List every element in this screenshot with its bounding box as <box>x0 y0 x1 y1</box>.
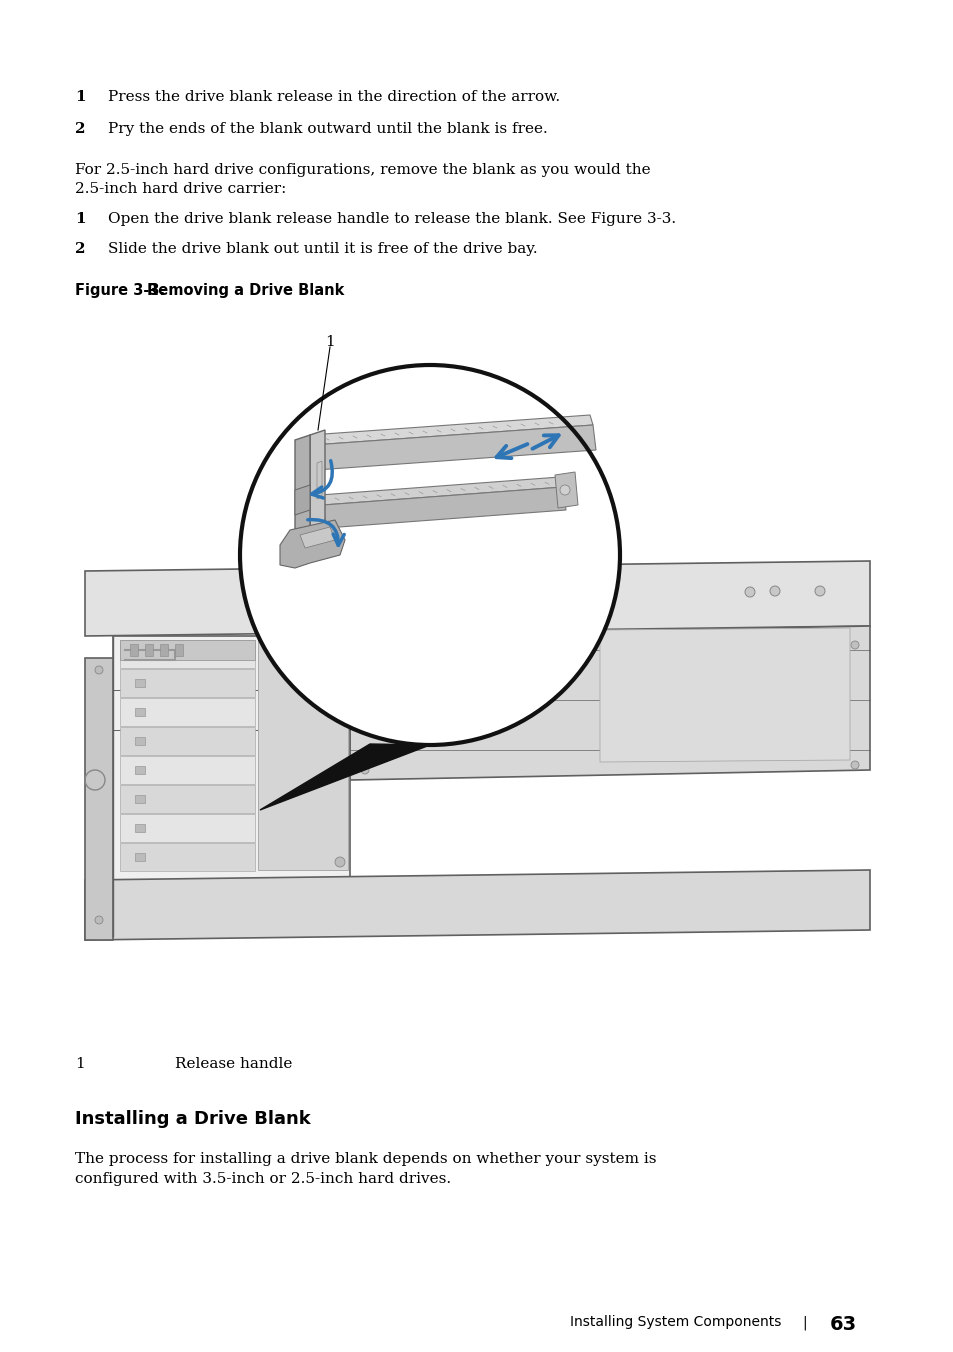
Text: Installing System Components: Installing System Components <box>569 1315 781 1329</box>
Polygon shape <box>135 823 145 831</box>
Circle shape <box>95 917 103 923</box>
Polygon shape <box>160 644 168 656</box>
Polygon shape <box>85 869 869 940</box>
Polygon shape <box>120 639 254 668</box>
Polygon shape <box>120 756 254 784</box>
Polygon shape <box>135 679 145 687</box>
Text: 1: 1 <box>75 1057 85 1071</box>
Polygon shape <box>120 844 254 871</box>
Polygon shape <box>120 669 254 698</box>
Polygon shape <box>135 708 145 717</box>
Text: 2.5-inch hard drive carrier:: 2.5-inch hard drive carrier: <box>75 183 286 196</box>
Polygon shape <box>120 698 254 726</box>
Text: Removing a Drive Blank: Removing a Drive Blank <box>147 283 344 297</box>
Polygon shape <box>350 626 869 780</box>
Polygon shape <box>257 638 348 869</box>
Polygon shape <box>260 744 430 810</box>
Polygon shape <box>135 767 145 773</box>
Text: Figure 3-3.: Figure 3-3. <box>75 283 165 297</box>
Circle shape <box>814 585 824 596</box>
Polygon shape <box>323 487 565 529</box>
Text: 1: 1 <box>75 91 86 104</box>
Polygon shape <box>135 853 145 861</box>
Text: 1: 1 <box>325 335 335 349</box>
Text: For 2.5-inch hard drive configurations, remove the blank as you would the: For 2.5-inch hard drive configurations, … <box>75 164 650 177</box>
Polygon shape <box>280 521 345 568</box>
Polygon shape <box>135 737 145 745</box>
Text: Slide the drive blank out until it is free of the drive bay.: Slide the drive blank out until it is fr… <box>108 242 537 256</box>
Polygon shape <box>316 461 322 499</box>
Circle shape <box>769 585 780 596</box>
Text: Open the drive blank release handle to release the blank. See Figure 3-3.: Open the drive blank release handle to r… <box>108 212 676 226</box>
Circle shape <box>240 365 619 745</box>
Circle shape <box>850 761 858 769</box>
Polygon shape <box>310 430 325 535</box>
Polygon shape <box>555 472 578 508</box>
Polygon shape <box>85 658 112 940</box>
Polygon shape <box>145 644 152 656</box>
Polygon shape <box>299 527 335 548</box>
Text: Installing a Drive Blank: Installing a Drive Blank <box>75 1110 311 1128</box>
Text: Pry the ends of the blank outward until the blank is free.: Pry the ends of the blank outward until … <box>108 122 547 137</box>
Polygon shape <box>174 644 183 656</box>
Circle shape <box>95 667 103 675</box>
Text: |: | <box>801 1315 806 1329</box>
Polygon shape <box>120 639 254 660</box>
Circle shape <box>744 587 754 598</box>
Polygon shape <box>130 644 138 656</box>
Text: Press the drive blank release in the direction of the arrow.: Press the drive blank release in the dir… <box>108 91 559 104</box>
Polygon shape <box>135 650 145 658</box>
Polygon shape <box>310 415 593 445</box>
Text: configured with 3.5-inch or 2.5-inch hard drives.: configured with 3.5-inch or 2.5-inch har… <box>75 1172 451 1186</box>
Circle shape <box>360 767 369 773</box>
Circle shape <box>559 485 569 495</box>
Text: 2: 2 <box>75 122 86 137</box>
Circle shape <box>360 646 369 654</box>
Polygon shape <box>313 425 596 470</box>
Circle shape <box>335 857 345 867</box>
Polygon shape <box>120 727 254 754</box>
Text: 2: 2 <box>75 242 86 256</box>
Polygon shape <box>294 485 310 515</box>
Text: The process for installing a drive blank depends on whether your system is: The process for installing a drive blank… <box>75 1152 656 1165</box>
Polygon shape <box>112 635 350 936</box>
Text: 1: 1 <box>75 212 86 226</box>
Polygon shape <box>599 627 849 763</box>
Polygon shape <box>85 561 869 635</box>
Text: 63: 63 <box>829 1315 856 1334</box>
Text: Release handle: Release handle <box>174 1057 292 1071</box>
Circle shape <box>850 641 858 649</box>
Polygon shape <box>294 435 310 539</box>
Polygon shape <box>120 786 254 813</box>
Polygon shape <box>120 814 254 842</box>
Polygon shape <box>319 477 562 506</box>
Polygon shape <box>135 795 145 803</box>
